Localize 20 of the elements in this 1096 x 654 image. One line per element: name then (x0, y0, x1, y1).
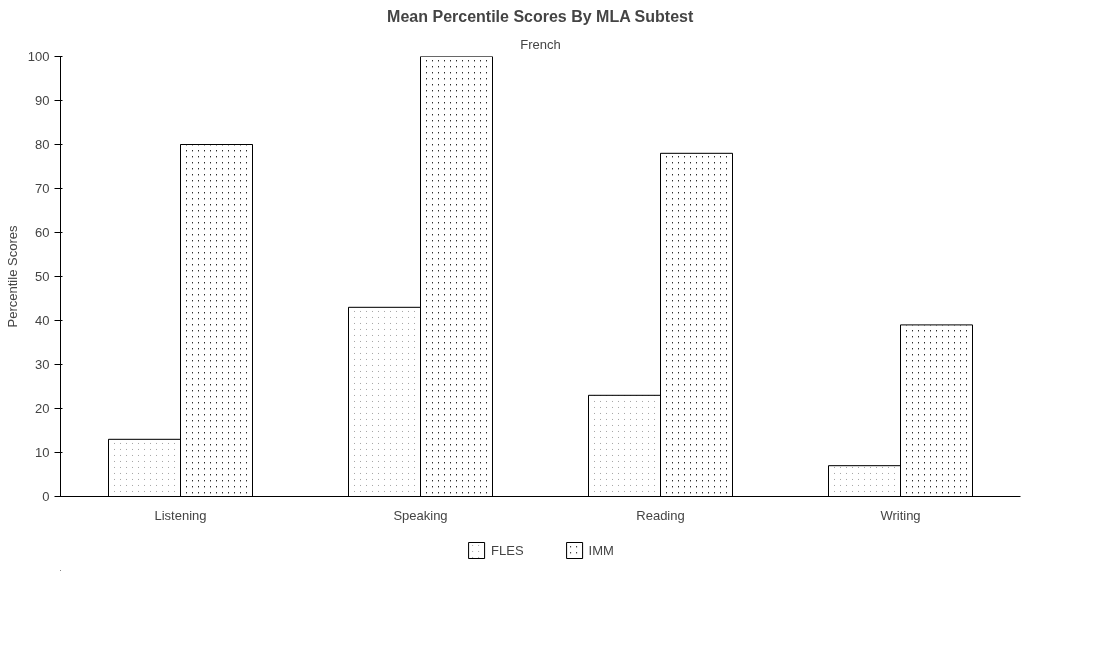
legend-label: FLES (491, 542, 524, 558)
y-tick-label: 60 (35, 225, 50, 240)
x-tick-label: Reading (636, 507, 685, 523)
y-tick-label: 20 (35, 401, 50, 416)
x-tick-label: Listening (154, 507, 207, 523)
y-tick-label: 50 (35, 269, 50, 284)
y-tick-label: 30 (35, 357, 50, 372)
y-tick-label: 80 (35, 137, 50, 152)
y-tick-label: 10 (35, 445, 50, 460)
y-tick-label: 100 (27, 49, 50, 64)
y-tick-label: 40 (35, 313, 50, 328)
chart-title: Mean Percentile Scores By MLA Subtest (387, 7, 694, 25)
y-tick-label: 0 (42, 489, 50, 504)
chart-subtitle: French (520, 36, 561, 52)
legend-label: IMM (588, 542, 614, 558)
x-tick-label: Speaking (393, 507, 448, 523)
x-tick-label: Writing (880, 507, 921, 523)
y-tick-label: 70 (35, 181, 50, 196)
y-axis-title: Percentile Scores (4, 225, 20, 328)
y-tick-label: 90 (35, 93, 50, 108)
